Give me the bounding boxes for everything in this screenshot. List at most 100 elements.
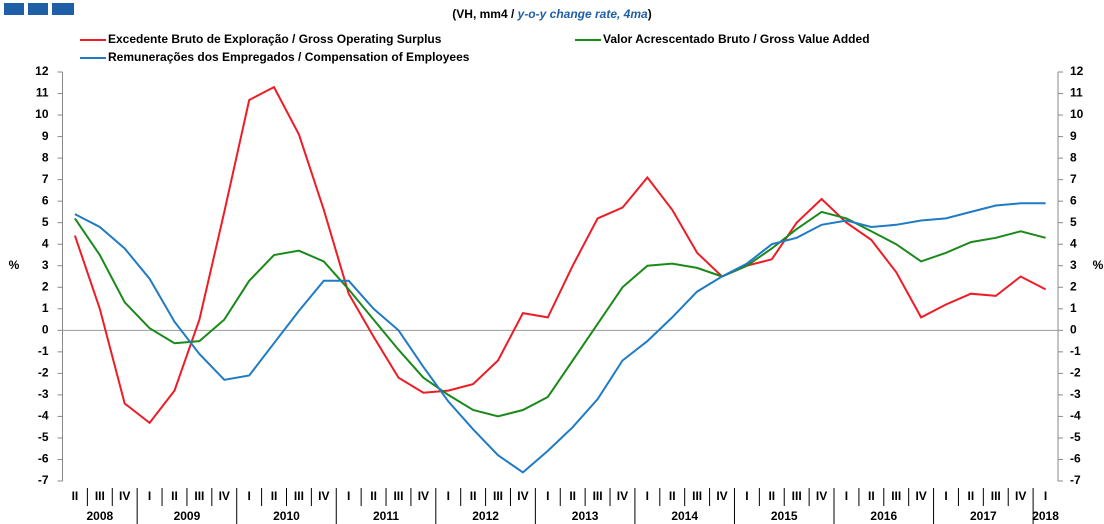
y-axis-label: % [9, 258, 20, 272]
y2-tick-label: -3 [1070, 387, 1081, 401]
y2-tick-label: -6 [1070, 452, 1081, 466]
y2-tick-label: 0 [1070, 322, 1077, 336]
y-tick-label: 6 [42, 193, 49, 207]
y2-tick-label: -1 [1070, 344, 1081, 358]
y-tick-label: 0 [42, 322, 49, 336]
x-tick-label: II [968, 489, 975, 503]
x-tick-label: IV [219, 489, 230, 503]
y2-tick-label: 12 [1070, 64, 1084, 78]
y-tick-label: -1 [38, 344, 49, 358]
series-line [73, 85, 1047, 425]
y2-tick-label: 11 [1070, 86, 1083, 100]
legend-label: Valor Acrescentado Bruto / Gross Value A… [603, 32, 870, 46]
year-label: 2017 [970, 509, 997, 523]
x-tick-label: III [294, 489, 304, 503]
y2-tick-label: 7 [1070, 172, 1077, 186]
x-tick-label: IV [119, 489, 130, 503]
y-tick-label: -3 [38, 387, 49, 401]
y2-tick-label: 9 [1070, 129, 1077, 143]
x-tick-label: I [447, 489, 450, 503]
x-tick-label: II [72, 489, 79, 503]
y2-tick-label: 8 [1070, 150, 1077, 164]
x-tick-label: I [845, 489, 848, 503]
x-tick-label: III [593, 489, 603, 503]
y2-tick-label: 5 [1070, 215, 1077, 229]
y-tick-label: 12 [35, 64, 49, 78]
x-tick-label: II [669, 489, 676, 503]
x-tick-label: II [768, 489, 775, 503]
x-tick-label: II [868, 489, 875, 503]
logo-block [52, 3, 74, 15]
year-label: 2015 [771, 509, 798, 523]
y-tick-label: -7 [38, 473, 49, 487]
chart-subtitle: (VH, mm4 / y-o-y change rate, 4ma) [452, 7, 651, 21]
x-tick-label: IV [617, 489, 628, 503]
y2-tick-label: 4 [1070, 236, 1077, 250]
y2-tick-label: 2 [1070, 279, 1077, 293]
y-tick-label: 8 [42, 150, 49, 164]
y-tick-label: 10 [35, 107, 49, 121]
series-line [74, 202, 1046, 474]
y-tick-label: -4 [38, 409, 49, 423]
y2-tick-label: -2 [1070, 366, 1081, 380]
x-tick-label: II [569, 489, 576, 503]
y2-tick-label: 3 [1070, 258, 1077, 272]
y-tick-label: -5 [38, 430, 49, 444]
x-tick-label: I [944, 489, 947, 503]
y2-tick-label: -4 [1070, 409, 1081, 423]
y-tick-label: -2 [38, 366, 49, 380]
y2-axis-label: % [1093, 258, 1104, 272]
year-label: 2010 [273, 509, 300, 523]
logo-block [4, 3, 24, 15]
x-tick-label: II [370, 489, 377, 503]
x-tick-label: IV [418, 489, 429, 503]
subtitle-part: (VH, mm4 / [452, 7, 517, 21]
x-tick-label: II [470, 489, 477, 503]
x-tick-label: III [891, 489, 901, 503]
y2-tick-label: -7 [1070, 473, 1081, 487]
x-tick-label: III [991, 489, 1001, 503]
year-label: 2008 [86, 509, 113, 523]
x-tick-label: III [493, 489, 503, 503]
x-tick-label: I [546, 489, 549, 503]
x-tick-label: III [95, 489, 105, 503]
year-label: 2011 [373, 509, 399, 523]
y-tick-label: 4 [42, 236, 49, 250]
x-tick-label: IV [1015, 489, 1026, 503]
y2-tick-label: 1 [1070, 301, 1077, 315]
x-tick-label: III [194, 489, 204, 503]
y-tick-label: 11 [36, 86, 49, 100]
x-tick-label: IV [816, 489, 827, 503]
x-tick-label: I [347, 489, 350, 503]
x-tick-label: III [393, 489, 403, 503]
x-tick-label: III [692, 489, 702, 503]
y-tick-label: 2 [42, 279, 49, 293]
x-tick-label: IV [716, 489, 727, 503]
year-label: 2016 [870, 509, 897, 523]
legend-label: Remunerações dos Empregados / Compensati… [108, 50, 470, 64]
y-tick-label: 9 [42, 129, 49, 143]
year-label: 2009 [174, 509, 201, 523]
subtitle-part: ) [648, 7, 652, 21]
logo-block [28, 3, 48, 15]
x-tick-label: I [646, 489, 649, 503]
x-tick-label: III [792, 489, 802, 503]
legend-label: Excedente Bruto de Exploração / Gross Op… [108, 32, 442, 46]
y-tick-label: -6 [38, 452, 49, 466]
year-label: 2014 [671, 509, 698, 523]
x-tick-label: II [271, 489, 278, 503]
x-tick-label: IV [915, 489, 926, 503]
year-label: 2013 [572, 509, 599, 523]
y-tick-label: 5 [42, 215, 49, 229]
y2-tick-label: 10 [1070, 107, 1084, 121]
x-tick-label: IV [318, 489, 329, 503]
x-tick-label: I [148, 489, 151, 503]
y-tick-label: 7 [42, 172, 49, 186]
series-line [74, 210, 1046, 418]
x-tick-label: II [171, 489, 178, 503]
x-tick-label: I [745, 489, 748, 503]
x-tick-label: IV [517, 489, 528, 503]
y2-tick-label: 6 [1070, 193, 1077, 207]
y2-tick-label: -5 [1070, 430, 1081, 444]
